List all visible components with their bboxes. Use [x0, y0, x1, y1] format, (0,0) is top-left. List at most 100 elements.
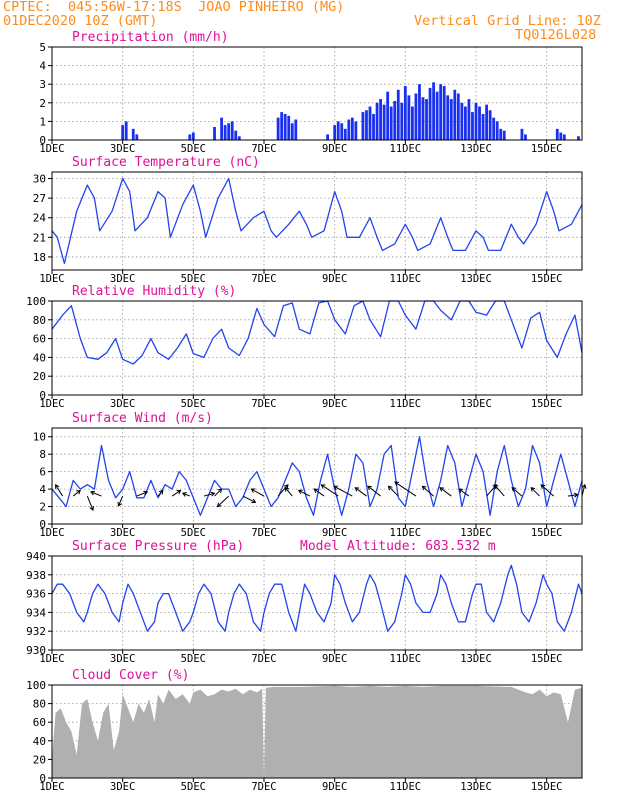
x-tick-label: 9DEC	[322, 273, 347, 285]
y-tick-label: 5	[39, 41, 46, 54]
precip-bar	[213, 126, 216, 140]
y-tick-label: 30	[33, 173, 46, 186]
precip-bar	[453, 89, 457, 140]
x-tick-label: 3DEC	[110, 527, 135, 539]
wind-arrow-shaft	[214, 488, 222, 497]
cloud-area	[52, 685, 582, 778]
precip-bar	[347, 119, 351, 140]
precip-bar	[425, 99, 428, 140]
precip-bar	[471, 112, 474, 140]
panel-precip	[48, 46, 583, 144]
precip-bar	[492, 117, 496, 140]
y-tick-label: 2	[39, 501, 46, 514]
precip-bar	[502, 130, 506, 140]
y-tick-label: 6	[39, 466, 46, 479]
x-tick-label: 9DEC	[322, 653, 347, 665]
wind-arrow-shaft	[171, 490, 181, 497]
x-tick-label: 13DEC	[460, 781, 492, 793]
wind-arrow-head	[210, 491, 216, 497]
y-tick-label: 940	[26, 550, 46, 563]
precip-bar	[294, 119, 298, 140]
precip-bar	[188, 134, 192, 140]
wind-arrow	[284, 486, 293, 497]
wind-arrow	[333, 485, 353, 497]
precip-bar	[230, 121, 234, 140]
wind-arrow	[214, 488, 223, 497]
wind-arrow-shaft	[333, 485, 353, 497]
wind-arrow-head	[540, 484, 546, 489]
x-tick-label: 11DEC	[390, 143, 422, 155]
wind-arrow	[117, 495, 124, 507]
wind-arrow	[394, 481, 417, 497]
wind-arrow-shaft	[203, 492, 215, 497]
precip-bar	[361, 112, 365, 140]
wind-arrow-shaft	[321, 484, 339, 497]
wind-arrow-head	[90, 490, 95, 496]
precip-bar	[407, 95, 411, 140]
panel-title-pressure: Surface Pressure (hPa)	[72, 539, 244, 554]
wind-arrow-head	[493, 484, 499, 489]
panel-title-wind: Surface Wind (m/s)	[72, 411, 213, 426]
wind-arrow-shaft	[367, 485, 381, 497]
header-date: 01DEC2020 10Z (GMT)	[3, 13, 158, 29]
y-tick-label: 0	[39, 772, 46, 785]
wind-arrow	[72, 489, 81, 497]
precip-bar	[421, 97, 425, 140]
wind-arrow-shaft	[277, 484, 289, 497]
precip-bar	[478, 106, 481, 140]
wind-arrow-head	[394, 481, 399, 486]
wind-arrow	[493, 484, 505, 497]
x-tick-label: 7DEC	[251, 398, 276, 410]
x-tick-label: 9DEC	[322, 143, 347, 155]
x-tick-label: 11DEC	[390, 653, 422, 665]
x-tick-label: 11DEC	[390, 527, 422, 539]
wind-arrow-head	[143, 490, 149, 496]
precip-bar	[464, 106, 467, 140]
wind-arrow	[157, 489, 164, 497]
panel-pressure	[48, 555, 583, 654]
header-grid-note: Vertical Grid Line: 10Z	[414, 13, 601, 29]
y-tick-label: 932	[26, 625, 46, 638]
y-tick-label: 2	[39, 97, 46, 110]
precip-bar	[488, 110, 492, 140]
x-tick-label: 5DEC	[181, 143, 206, 155]
precip-bar	[418, 84, 421, 140]
wind-arrow-shaft	[90, 491, 102, 497]
y-tick-label: 8	[39, 448, 46, 461]
precip-bar	[414, 93, 418, 140]
wind-arrow-shaft	[182, 492, 190, 497]
wind-arrow-head	[492, 484, 498, 489]
wind-arrow	[354, 487, 367, 497]
precip-bar	[382, 104, 386, 140]
wind-arrow	[581, 483, 587, 497]
wind-arrow-head	[530, 486, 536, 492]
x-tick-label: 9DEC	[322, 781, 347, 793]
wind-arrow	[511, 487, 523, 497]
wind-arrow	[136, 490, 149, 497]
wind-arrow-shaft	[540, 484, 555, 497]
header-title: CPTEC: 045:56W-17:18S JOAO PINHEIRO (MG)	[3, 0, 345, 15]
pressure-line	[51, 564, 583, 632]
precip-bar	[393, 100, 397, 140]
y-tick-label: 4	[39, 60, 46, 73]
wind-line	[51, 436, 583, 516]
y-tick-label: 0	[39, 389, 46, 402]
precip-bar	[121, 125, 125, 140]
precip-bar	[287, 115, 291, 140]
wind-arrow-shaft	[388, 485, 399, 497]
panel-frame	[51, 171, 583, 271]
precip-bar	[135, 134, 139, 140]
wind-arrow-head	[250, 488, 256, 493]
wind-arrow	[250, 488, 265, 497]
precip-bar	[276, 117, 280, 140]
wind-arrow-head	[217, 488, 223, 494]
wind-arrow-head	[181, 492, 187, 497]
precip-bar	[365, 110, 368, 140]
wind-arrow-shaft	[217, 495, 230, 507]
wind-arrow-shaft	[72, 490, 81, 497]
precip-bar	[520, 128, 524, 140]
wind-arrow-head	[458, 488, 464, 493]
x-tick-label: 7DEC	[251, 527, 276, 539]
wind-arrow-shaft	[439, 487, 452, 497]
x-tick-label: 13DEC	[460, 143, 492, 155]
